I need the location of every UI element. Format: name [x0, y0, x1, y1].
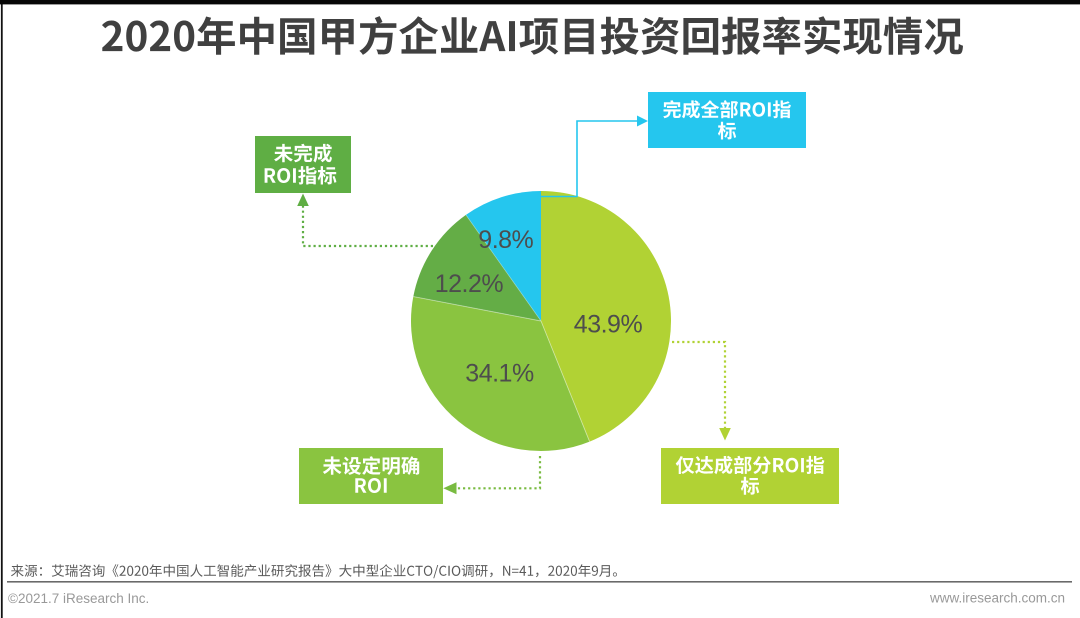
- svg-text:www.iresearch.com.cn: www.iresearch.com.cn: [929, 591, 1065, 606]
- svg-text:12.2%: 12.2%: [435, 270, 504, 298]
- svg-text:9.8%: 9.8%: [478, 226, 533, 254]
- svg-text:43.9%: 43.9%: [574, 311, 643, 339]
- svg-text:34.1%: 34.1%: [465, 359, 534, 387]
- svg-text:©2021.7 iResearch Inc.: ©2021.7 iResearch Inc.: [8, 591, 149, 606]
